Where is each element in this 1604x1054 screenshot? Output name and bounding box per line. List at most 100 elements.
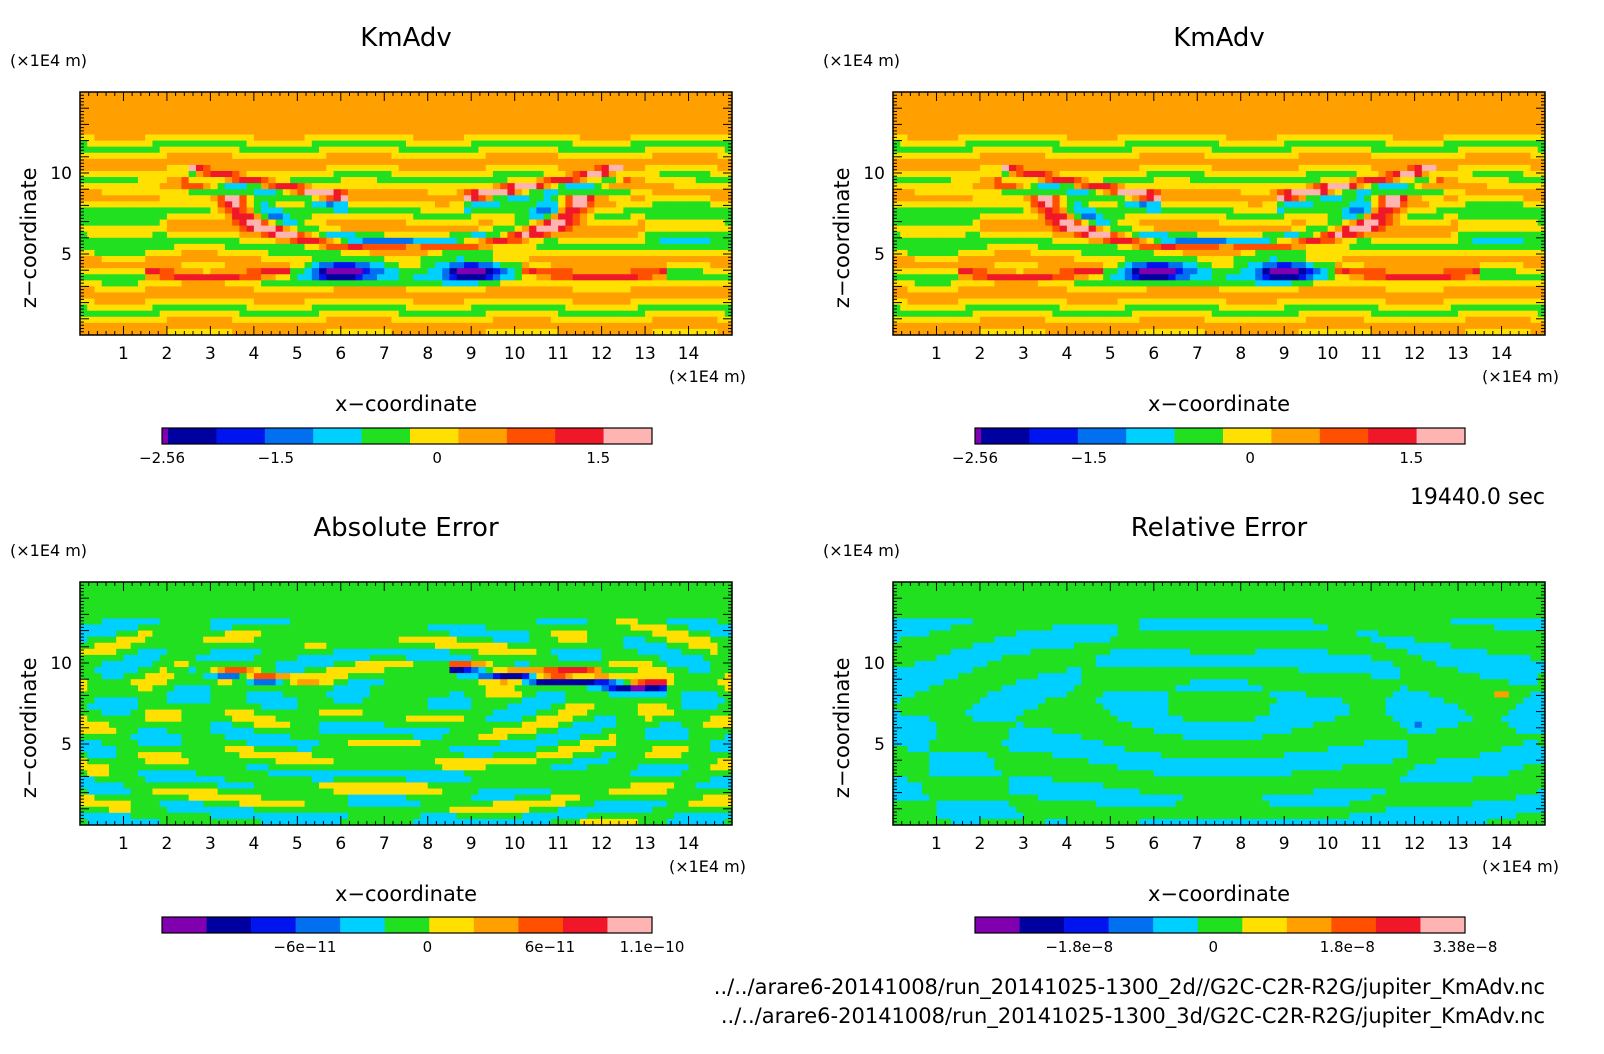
heatmap-cell <box>406 243 414 251</box>
heatmap-cell <box>637 98 646 105</box>
heatmap-cell <box>900 152 908 160</box>
heatmap-cell <box>413 219 421 227</box>
heatmap-cell <box>1407 104 1415 111</box>
heatmap-cell <box>195 298 204 306</box>
heatmap-cell <box>652 213 660 220</box>
heatmap-cell <box>674 122 682 129</box>
heatmap-cell <box>108 189 117 196</box>
heatmap-cell <box>1066 134 1075 142</box>
heatmap-cell <box>674 128 682 135</box>
heatmap-cell <box>268 243 276 251</box>
heatmap-cell <box>507 92 516 99</box>
heatmap-cell <box>1472 110 1481 117</box>
heatmap-cell <box>1472 92 1481 99</box>
heatmap-cell <box>1190 110 1198 117</box>
heatmap-cell <box>616 237 624 245</box>
heatmap-cell <box>333 213 342 220</box>
heatmap-cell <box>181 280 190 287</box>
heatmap-cell <box>297 286 305 293</box>
heatmap-cell <box>217 92 226 99</box>
heatmap-cell <box>101 280 110 287</box>
heatmap-cell <box>710 298 718 306</box>
heatmap-cell <box>1342 104 1350 111</box>
heatmap-cell <box>232 328 240 336</box>
heatmap-cell <box>290 152 298 160</box>
heatmap-cell <box>406 134 414 142</box>
heatmap-cell <box>1153 98 1162 105</box>
heatmap-cell <box>174 146 182 154</box>
heatmap-cell <box>681 134 689 142</box>
heatmap-cell <box>688 322 697 330</box>
heatmap-cell <box>217 225 226 233</box>
y-unit-label: (×1E4 m) <box>10 51 87 70</box>
heatmap-cell <box>101 243 110 251</box>
heatmap-cell <box>717 158 726 166</box>
heatmap-cell <box>137 256 146 263</box>
heatmap-cell <box>261 195 269 202</box>
heatmap-cell <box>1255 98 1263 105</box>
heatmap-cell <box>514 268 523 275</box>
heatmap-cell <box>1081 146 1089 154</box>
heatmap-cell <box>427 292 436 299</box>
heatmap-cell <box>311 152 320 160</box>
heatmap-cell <box>427 298 436 306</box>
heatmap-cell <box>1313 98 1321 105</box>
heatmap-cell <box>666 322 675 330</box>
heatmap-cell <box>391 256 400 263</box>
heatmap-cell <box>688 195 697 202</box>
heatmap-cell <box>688 140 697 148</box>
heatmap-cell <box>529 201 537 208</box>
heatmap-cell <box>1291 158 1300 166</box>
heatmap-cell <box>587 140 595 148</box>
heatmap-cell <box>1030 116 1039 123</box>
heatmap-cell <box>152 256 161 263</box>
heatmap-cell <box>275 304 284 312</box>
x-tick-label: 14 <box>678 344 700 364</box>
heatmap-cell <box>463 158 472 166</box>
heatmap-cell <box>1117 128 1126 135</box>
heatmap-cell <box>420 134 429 142</box>
heatmap-cell <box>1066 92 1075 99</box>
heatmap-cell <box>87 231 95 239</box>
heatmap-cell <box>203 164 211 172</box>
heatmap-cell <box>1429 122 1437 129</box>
heatmap-cell <box>1443 146 1452 154</box>
heatmap-cell <box>398 110 407 117</box>
heatmap-cell <box>406 140 414 148</box>
heatmap-cell <box>87 195 95 202</box>
heatmap-cell <box>608 304 617 312</box>
heatmap-cell <box>1349 104 1358 111</box>
heatmap-cell <box>1124 152 1133 160</box>
heatmap-cell <box>456 164 465 172</box>
heatmap-cell <box>261 177 269 184</box>
heatmap-cell <box>1074 152 1082 160</box>
heatmap-cell <box>637 322 646 330</box>
heatmap-cell <box>666 280 675 287</box>
heatmap-cell <box>681 158 689 166</box>
heatmap-cell <box>406 286 414 293</box>
heatmap-cell <box>558 134 566 142</box>
heatmap-cell <box>377 304 385 312</box>
heatmap-cell <box>166 177 175 184</box>
heatmap-cell <box>413 292 421 299</box>
heatmap-cell <box>319 140 327 148</box>
heatmap-cell <box>492 328 501 336</box>
heatmap-cell <box>1153 158 1162 166</box>
heatmap-cell <box>1074 116 1082 123</box>
heatmap-cell <box>1197 134 1205 142</box>
heatmap-cell <box>413 310 421 318</box>
heatmap-cell <box>333 225 342 233</box>
heatmap-cell <box>123 237 132 245</box>
heatmap-cell <box>630 316 639 324</box>
heatmap-cell <box>608 177 617 184</box>
heatmap-cell <box>449 225 458 233</box>
heatmap-cell <box>434 262 443 269</box>
heatmap-cell <box>427 177 436 184</box>
heatmap-cell <box>427 122 436 129</box>
heatmap-cell <box>261 207 269 214</box>
heatmap-cell <box>442 256 450 263</box>
heatmap-cell <box>188 110 197 117</box>
heatmap-cell <box>1095 134 1104 142</box>
heatmap-cell <box>965 92 974 99</box>
heatmap-cell <box>406 164 414 172</box>
